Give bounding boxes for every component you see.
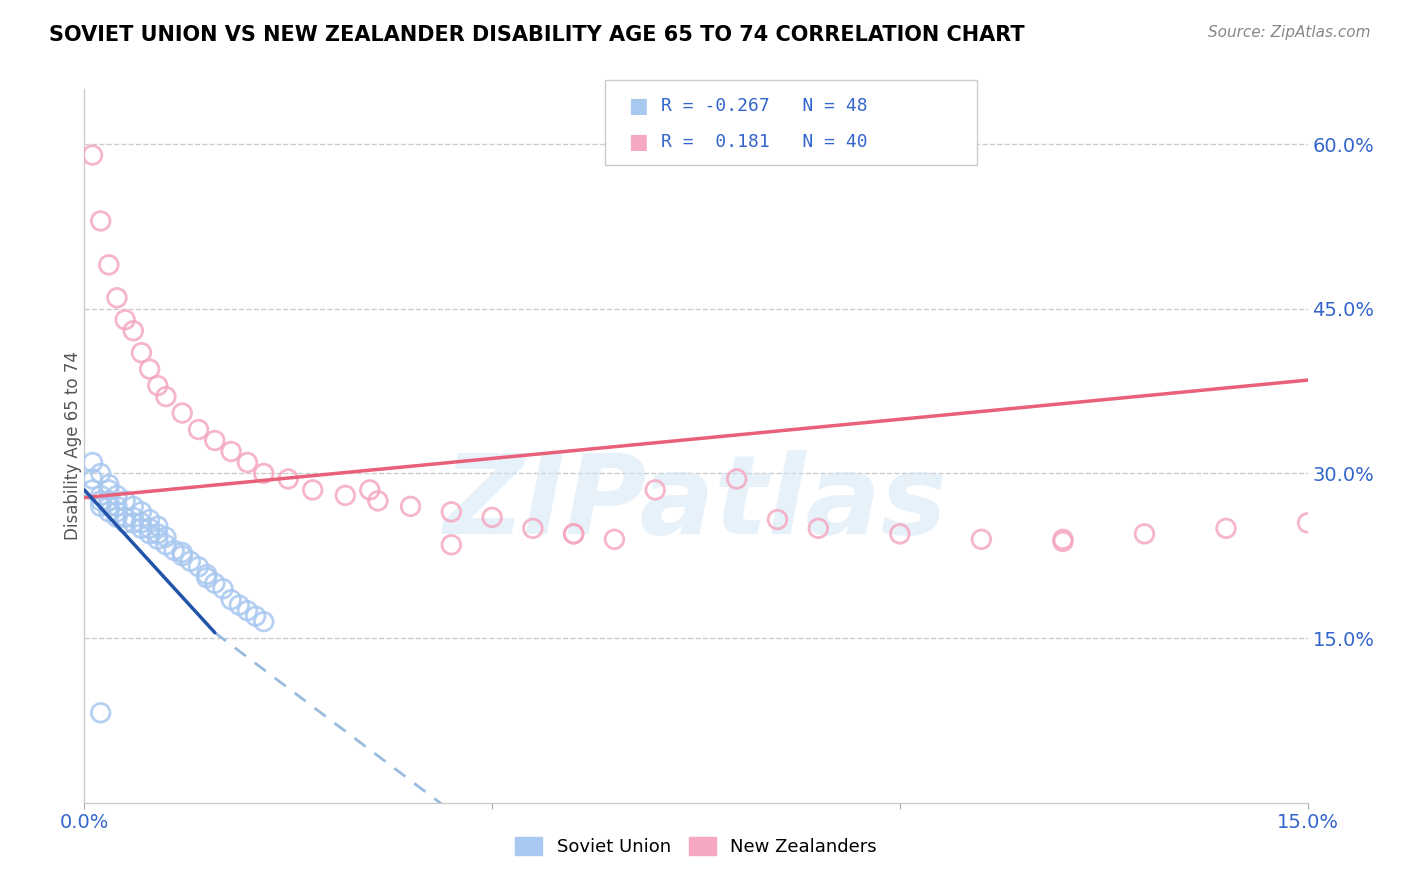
Point: [277, 472, 299, 486]
Point: [253, 615, 276, 629]
Text: ■: ■: [628, 132, 648, 152]
Point: [97, 500, 120, 514]
Point: [335, 488, 357, 502]
Point: [155, 530, 177, 544]
Point: [97, 505, 120, 519]
Point: [90, 706, 112, 720]
Point: [889, 526, 911, 541]
Point: [236, 604, 259, 618]
Text: R = -0.267   N = 48: R = -0.267 N = 48: [661, 97, 868, 115]
Point: [481, 510, 503, 524]
Point: [1052, 534, 1074, 549]
Point: [114, 494, 136, 508]
Point: [172, 406, 194, 420]
Point: [766, 512, 789, 526]
Point: [1133, 526, 1156, 541]
Point: [172, 545, 194, 559]
Y-axis label: Disability Age 65 to 74: Disability Age 65 to 74: [65, 351, 82, 541]
Point: [644, 483, 666, 497]
Point: [1215, 521, 1237, 535]
Point: [131, 505, 153, 519]
Point: [146, 519, 169, 533]
Point: [90, 500, 112, 514]
Point: [245, 609, 267, 624]
Text: R =  0.181   N = 40: R = 0.181 N = 40: [661, 133, 868, 151]
Point: [138, 512, 160, 526]
Point: [146, 533, 169, 547]
Point: [105, 510, 128, 524]
Point: [301, 483, 323, 497]
Point: [440, 505, 463, 519]
Point: [253, 467, 276, 481]
Point: [82, 148, 104, 162]
Point: [725, 472, 748, 486]
Point: [105, 488, 128, 502]
Point: [359, 483, 381, 497]
Point: [82, 483, 104, 497]
Point: [105, 500, 128, 514]
Point: [122, 500, 145, 514]
Point: [82, 455, 104, 469]
Point: [90, 494, 112, 508]
Point: [131, 345, 153, 359]
Text: ZIPatlas: ZIPatlas: [444, 450, 948, 557]
Point: [807, 521, 830, 535]
Point: [114, 510, 136, 524]
Point: [603, 533, 626, 547]
Point: [440, 538, 463, 552]
Point: [90, 467, 112, 481]
Point: [105, 505, 128, 519]
Text: ■: ■: [628, 96, 648, 116]
Text: SOVIET UNION VS NEW ZEALANDER DISABILITY AGE 65 TO 74 CORRELATION CHART: SOVIET UNION VS NEW ZEALANDER DISABILITY…: [49, 25, 1025, 45]
Point: [97, 494, 120, 508]
Point: [1052, 533, 1074, 547]
Point: [204, 434, 226, 448]
Point: [1296, 516, 1319, 530]
Point: [131, 521, 153, 535]
Point: [172, 549, 194, 563]
Point: [138, 362, 160, 376]
Point: [187, 559, 209, 574]
Point: [562, 526, 585, 541]
Point: [204, 576, 226, 591]
Point: [970, 533, 993, 547]
Point: [122, 324, 145, 338]
Point: [219, 592, 242, 607]
Point: [97, 483, 120, 497]
Point: [90, 214, 112, 228]
Point: [367, 494, 389, 508]
Point: [562, 526, 585, 541]
Point: [219, 444, 242, 458]
Point: [155, 390, 177, 404]
Point: [195, 571, 218, 585]
Point: [105, 291, 128, 305]
Point: [90, 488, 112, 502]
Point: [163, 543, 186, 558]
Point: [122, 510, 145, 524]
Point: [236, 455, 259, 469]
Point: [138, 526, 160, 541]
Point: [187, 423, 209, 437]
Point: [155, 538, 177, 552]
Point: [179, 554, 201, 568]
Point: [146, 378, 169, 392]
Point: [228, 598, 250, 612]
Point: [212, 582, 235, 596]
Point: [122, 516, 145, 530]
Point: [399, 500, 422, 514]
Point: [131, 516, 153, 530]
Point: [195, 567, 218, 582]
Text: Source: ZipAtlas.com: Source: ZipAtlas.com: [1208, 25, 1371, 40]
Point: [114, 312, 136, 326]
Point: [97, 477, 120, 491]
Point: [146, 526, 169, 541]
Point: [138, 521, 160, 535]
Point: [114, 516, 136, 530]
Legend: Soviet Union, New Zealanders: Soviet Union, New Zealanders: [506, 828, 886, 865]
Point: [522, 521, 544, 535]
Point: [97, 258, 120, 272]
Point: [82, 472, 104, 486]
